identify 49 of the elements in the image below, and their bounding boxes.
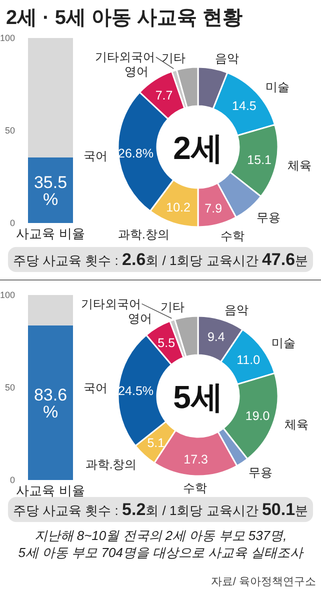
data-label: 14.5 bbox=[232, 98, 256, 113]
slice-label: 무용 bbox=[256, 210, 281, 225]
data-label: 5.1 bbox=[147, 436, 165, 450]
slice-label: 국어 bbox=[83, 381, 108, 396]
data-label: 10.2 bbox=[166, 200, 191, 214]
slice-label: 미술 bbox=[265, 80, 290, 94]
y-tick-label: 0 bbox=[10, 218, 15, 228]
data-label: 19.0 bbox=[245, 408, 270, 423]
slice-label: 수학 bbox=[220, 229, 244, 244]
slice-label: 음악 bbox=[224, 302, 248, 317]
x-tick-label: 사교육 비율 bbox=[16, 226, 85, 241]
slice-label: 수학 bbox=[182, 480, 207, 495]
data-label: 9.4 bbox=[207, 330, 225, 344]
slice-label: 음악 bbox=[215, 52, 240, 66]
slice-label: 기타외국어 bbox=[80, 296, 141, 311]
data-label: 17.3 bbox=[184, 452, 208, 466]
text: 주당 사교육 횟수 : 5.2회 / 1회당 교육시간 50.1분 bbox=[12, 500, 308, 519]
slice-label: 국어 bbox=[83, 148, 108, 163]
slice-label: 체육 bbox=[287, 158, 312, 172]
slice-label: 기타 bbox=[162, 50, 186, 65]
data-label: 15.1 bbox=[247, 152, 272, 167]
data-label: 83.6% bbox=[34, 386, 68, 422]
data-label: 7.9 bbox=[204, 202, 222, 216]
y-tick-label: 100 bbox=[0, 33, 15, 43]
y-tick-label: 50 bbox=[4, 126, 15, 136]
slice-label: 기타외국어 bbox=[94, 50, 155, 64]
y-tick-label: 100 bbox=[0, 290, 15, 300]
chart-title: 2세 · 5세 아동 사교육 현황 bbox=[6, 7, 243, 29]
slice-label: 과학.창의 bbox=[118, 227, 170, 242]
data-label: 5.5 bbox=[158, 336, 176, 350]
text: 5세 bbox=[173, 379, 223, 415]
data-label: 11.0 bbox=[236, 352, 260, 367]
slice-label: 기타 bbox=[160, 300, 185, 314]
slice-label: 체육 bbox=[284, 418, 309, 432]
slice-label: 영어 bbox=[128, 312, 152, 326]
slice-label: 무용 bbox=[248, 466, 272, 480]
data-label: 7.7 bbox=[155, 88, 173, 103]
slice-label: 영어 bbox=[124, 64, 149, 79]
text: 자료/ 육아정책연구소 bbox=[210, 576, 316, 588]
text: 지난해 8~10월 전국의 2세 아동 부모 537명, bbox=[34, 528, 287, 543]
text: 주당 사교육 횟수 : 2.6회 / 1회당 교육시간 47.6분 bbox=[12, 250, 308, 269]
text: 2세 bbox=[173, 130, 223, 166]
y-tick-label: 50 bbox=[4, 382, 15, 392]
data-label: 35.5% bbox=[34, 173, 68, 210]
y-tick-label: 0 bbox=[10, 475, 15, 485]
slice-label: 과학.창의 bbox=[85, 457, 137, 472]
slice-label: 미술 bbox=[271, 336, 296, 350]
x-tick-label: 사교육 비율 bbox=[16, 483, 85, 498]
text: 5세 아동 부모 704명을 대상으로 사교육 실태조사 bbox=[18, 545, 304, 560]
